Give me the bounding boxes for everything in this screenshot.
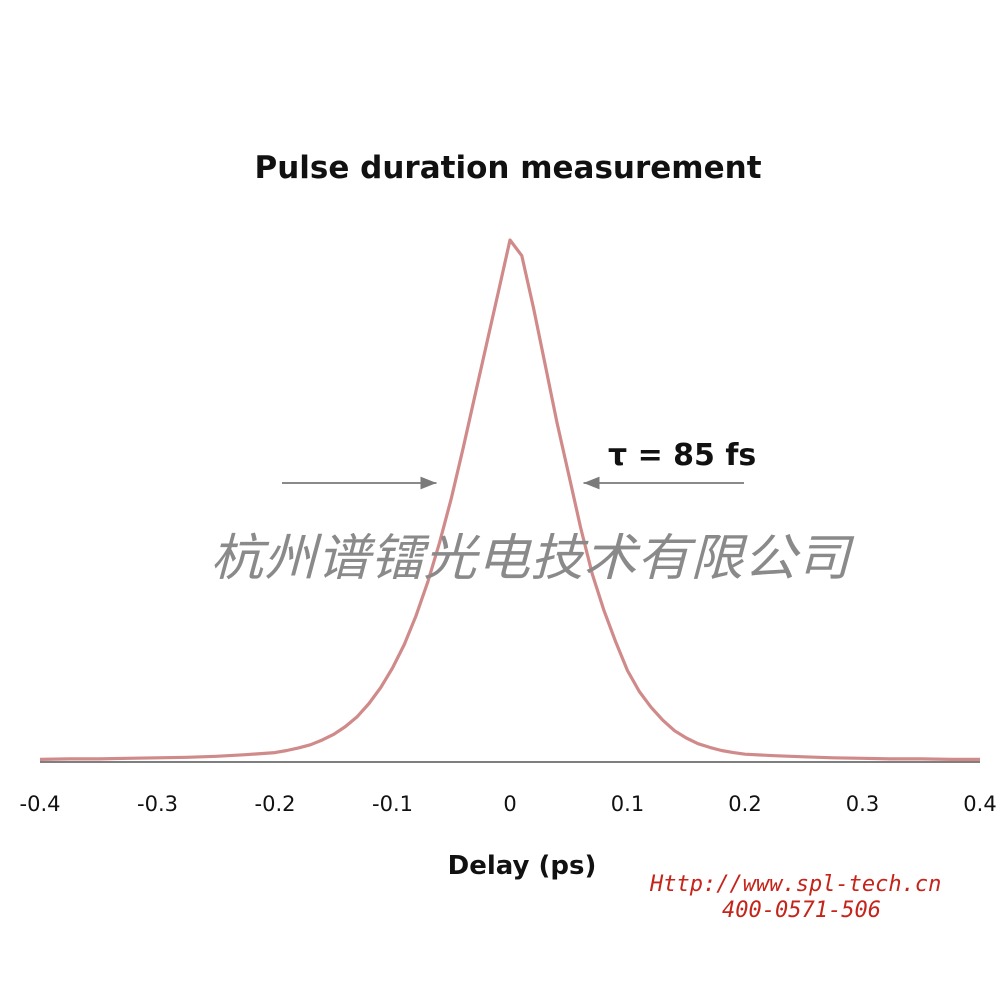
x-tick-label: -0.1 (372, 792, 413, 816)
watermark-url: Http://www.spl-tech.cn (649, 872, 941, 897)
pulse-width-annotation: τ = 85 fs (608, 438, 756, 473)
x-tick-label: 0 (503, 792, 516, 816)
series-line (39, 238, 980, 761)
x-tick-labels: -0.4 -0.3 -0.2 -0.1 0 0.1 0.2 0.3 0.4 (20, 792, 997, 816)
company-watermark: 杭州谱镭光电技术有限公司 (210, 529, 855, 587)
x-tick-label: 0.1 (611, 792, 644, 816)
x-tick-label: -0.4 (20, 792, 61, 816)
series-layer (39, 238, 980, 761)
x-tick-label: 0.4 (963, 792, 996, 816)
chart-title: Pulse duration measurement (254, 150, 761, 186)
watermark-phone: 400-0571-506 (722, 898, 881, 923)
x-tick-label: 0.3 (846, 792, 879, 816)
x-tick-label: 0.2 (728, 792, 761, 816)
x-tick-label: -0.3 (137, 792, 178, 816)
x-tick-label: -0.2 (255, 792, 296, 816)
x-axis-label: Delay (ps) (448, 851, 597, 881)
